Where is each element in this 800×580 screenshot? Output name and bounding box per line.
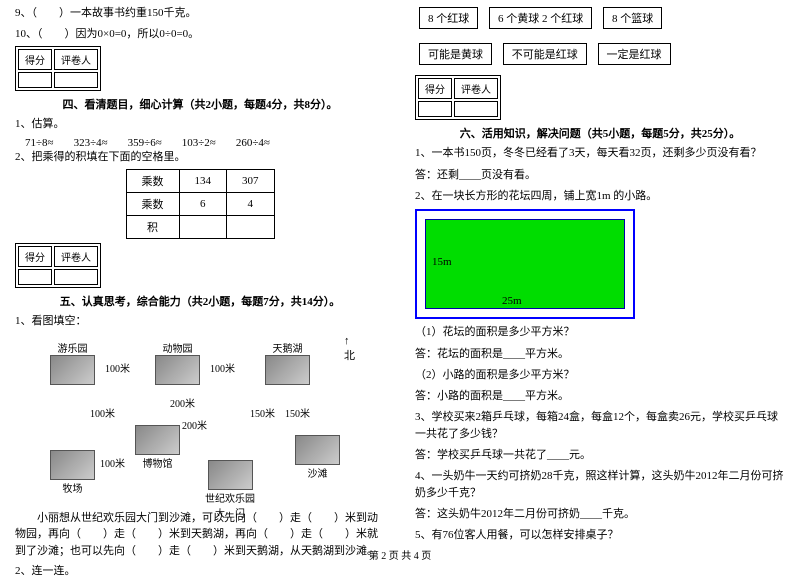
section-5-title: 五、认真思考，综合能力（共2小题，每题7分，共14分）。	[15, 293, 385, 309]
option-box: 8 个篮球	[603, 7, 662, 29]
section-6-title: 六、活用知识，解决问题（共5小题，每题5分，共25分）。	[415, 125, 785, 141]
ans-6-2-1: 答：花坛的面积是____平方米。	[415, 345, 785, 361]
option-row-top: 8 个红球 6 个黄球 2 个红球 8 个篮球	[415, 5, 785, 31]
fill-title: 2、把乘得的积填在下面的空格里。	[15, 149, 385, 166]
ans-6-1: 答：还剩____页没有看。	[415, 166, 785, 182]
option-box: 6 个黄球 2 个红球	[489, 7, 592, 29]
section-4-title: 四、看清题目，细心计算（共2小题，每题4分，共8分）。	[15, 96, 385, 112]
garden-diagram: 15m 25m	[415, 209, 635, 319]
q6-2-1: （1）花坛的面积是多少平方米？	[415, 324, 785, 341]
multiply-table: 乘数134307 乘数64 积	[126, 169, 275, 239]
north-label: ↑北	[344, 335, 355, 363]
estimate-title: 1、估算。	[15, 116, 385, 133]
option-box: 可能是黄球	[419, 43, 492, 65]
ans-6-3: 答：学校买乒乓球一共花了____元。	[415, 446, 785, 462]
option-box: 8 个红球	[419, 7, 478, 29]
page-footer: 第 2 页 共 4 页	[0, 547, 800, 562]
map-diagram: ↑北 游乐园 动物园 天鹅湖 牧场 博物馆 世纪欢乐园 大 门 沙滩 100米 …	[40, 335, 360, 505]
question-10: 10、（ ）因为0×0=0，所以0÷0=0。	[15, 26, 385, 43]
q6-2-2: （2）小路的面积是多少平方米？	[415, 367, 785, 384]
q5-1-title: 1、看图填空：	[15, 313, 385, 330]
option-box: 不可能是红球	[503, 43, 587, 65]
q6-1: 1、一本书150页，冬冬已经看了3天，每天看32页，还剩多少页没有看？	[415, 145, 785, 162]
q6-5: 5、有76位客人用餐，可以怎样安排桌子？	[415, 527, 785, 544]
q5-2-title: 2、连一连。	[15, 563, 385, 580]
q6-4: 4、一头奶牛一天约可挤奶28千克，照这样计算，这头奶牛2012年二月份可挤奶多少…	[415, 468, 785, 501]
score-box-6: 得分评卷人	[415, 75, 501, 120]
q6-2: 2、在一块长方形的花坛四周，铺上宽1m 的小路。	[415, 188, 785, 205]
score-box-5: 得分评卷人	[15, 243, 101, 288]
ans-6-4: 答：这头奶牛2012年二月份可挤奶____千克。	[415, 505, 785, 521]
option-row-bot: 可能是黄球 不可能是红球 一定是红球	[415, 41, 785, 67]
q6-3: 3、学校买来2箱乒乓球，每箱24盒，每盒12个，每盒卖26元，学校买乒乓球一共花…	[415, 409, 785, 442]
option-box: 一定是红球	[598, 43, 671, 65]
ans-6-2-2: 答：小路的面积是____平方米。	[415, 387, 785, 403]
question-9: 9、（ ）一本故事书约重150千克。	[15, 5, 385, 22]
score-box-4: 得分评卷人	[15, 46, 101, 91]
estimate-list: 71÷8≈323÷4≈359÷6≈103÷2≈260÷4≈	[25, 137, 385, 149]
